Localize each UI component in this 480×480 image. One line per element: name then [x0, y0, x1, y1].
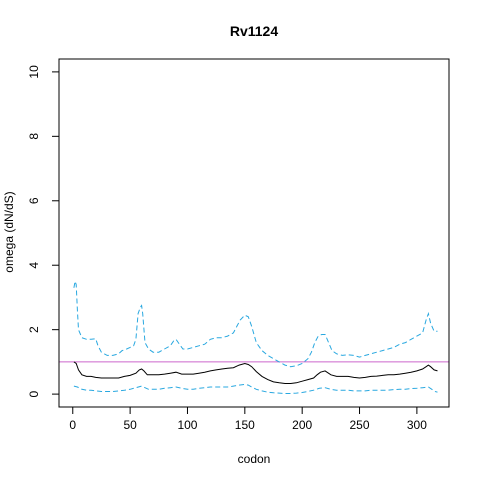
x-tick-label: 0 — [69, 418, 76, 432]
y-axis-label: omega (dN/dS) — [2, 191, 16, 272]
x-tick-label: 50 — [123, 418, 137, 432]
series-line-2 — [73, 281, 438, 368]
y-tick-label: 6 — [27, 197, 41, 204]
y-tick-label: 0 — [27, 390, 41, 397]
x-tick-label: 300 — [407, 418, 427, 432]
y-axis: 0 2 4 6 8 10 — [27, 65, 60, 397]
chart-title: Rv1124 — [230, 23, 278, 39]
y-tick-label: 10 — [27, 65, 41, 79]
y-tick-label: 2 — [27, 326, 41, 333]
series-line-1 — [73, 361, 438, 384]
y-tick-label: 4 — [27, 262, 41, 269]
x-axis-label: codon — [238, 452, 271, 466]
x-tick-label: 100 — [177, 418, 197, 432]
x-axis: 0 50 100 150 200 250 300 — [69, 406, 427, 432]
x-tick-label: 250 — [350, 418, 370, 432]
x-tick-label: 200 — [292, 418, 312, 432]
series-line-3 — [73, 383, 438, 394]
x-tick-label: 150 — [235, 418, 255, 432]
y-tick-label: 8 — [27, 133, 41, 140]
